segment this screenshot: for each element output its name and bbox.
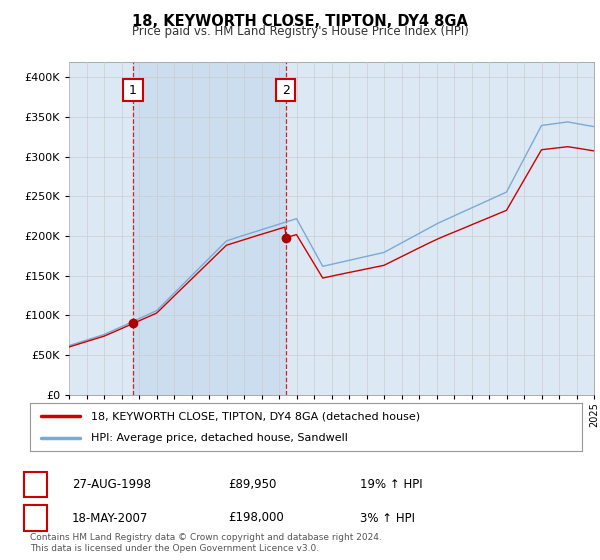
- FancyBboxPatch shape: [123, 79, 143, 101]
- Text: 18, KEYWORTH CLOSE, TIPTON, DY4 8GA (detached house): 18, KEYWORTH CLOSE, TIPTON, DY4 8GA (det…: [91, 411, 420, 421]
- Text: 18-MAY-2007: 18-MAY-2007: [72, 511, 148, 525]
- Text: £89,950: £89,950: [228, 478, 277, 491]
- Text: Contains HM Land Registry data © Crown copyright and database right 2024.
This d: Contains HM Land Registry data © Crown c…: [30, 533, 382, 553]
- Text: 2: 2: [31, 511, 40, 525]
- Text: 1: 1: [31, 478, 40, 491]
- Text: 1: 1: [129, 83, 137, 97]
- Text: 2: 2: [282, 83, 290, 97]
- Text: 3% ↑ HPI: 3% ↑ HPI: [360, 511, 415, 525]
- Bar: [133, 62, 286, 395]
- Text: 18, KEYWORTH CLOSE, TIPTON, DY4 8GA: 18, KEYWORTH CLOSE, TIPTON, DY4 8GA: [132, 14, 468, 29]
- Text: £198,000: £198,000: [228, 511, 284, 525]
- Text: 27-AUG-1998: 27-AUG-1998: [72, 478, 151, 491]
- Text: 19% ↑ HPI: 19% ↑ HPI: [360, 478, 422, 491]
- Text: HPI: Average price, detached house, Sandwell: HPI: Average price, detached house, Sand…: [91, 433, 347, 443]
- FancyBboxPatch shape: [276, 79, 295, 101]
- Text: Price paid vs. HM Land Registry's House Price Index (HPI): Price paid vs. HM Land Registry's House …: [131, 25, 469, 38]
